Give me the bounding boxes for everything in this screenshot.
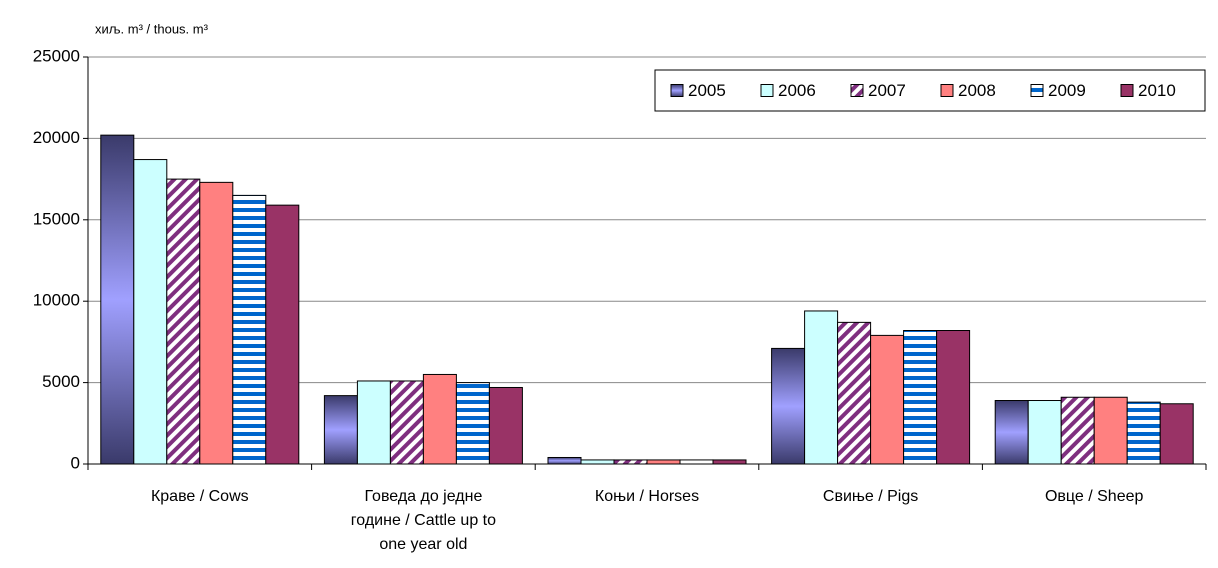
bar: [1027, 400, 1062, 465]
bar: [837, 321, 872, 465]
bar: [712, 459, 747, 465]
bar: [488, 386, 523, 465]
legend-swatch: [1120, 84, 1134, 97]
bar: [870, 334, 905, 465]
legend: [654, 69, 1206, 112]
bar: [613, 459, 648, 465]
bar: [936, 330, 971, 465]
bar: [580, 459, 615, 465]
bar: [646, 459, 681, 465]
bar: [166, 178, 201, 465]
y-tick-label: 5000: [42, 372, 80, 391]
bar: [1159, 403, 1194, 465]
legend-swatch: [940, 84, 954, 97]
bar: [804, 310, 839, 465]
bar: [1060, 396, 1095, 465]
y-axis-label: хиљ. m³ / thous. m³: [95, 21, 209, 36]
bar: [199, 181, 234, 465]
legend-label: 2005: [688, 81, 726, 100]
bar: [323, 395, 358, 465]
y-tick-label: 0: [71, 453, 80, 472]
x-tick-label: Коњи / Horses: [595, 488, 699, 505]
bar: [547, 456, 582, 465]
y-tick-label: 10000: [33, 291, 80, 310]
bar: [455, 382, 490, 465]
bar: [133, 159, 168, 465]
x-tick-label: Краве / Cows: [151, 488, 249, 505]
legend-swatch: [760, 84, 774, 97]
bar: [389, 380, 424, 465]
bar: [679, 459, 714, 465]
bar: [232, 194, 267, 465]
legend-label: 2006: [778, 81, 816, 100]
bar: [1126, 401, 1161, 465]
bar: [356, 380, 391, 465]
legend-label: 2009: [1048, 81, 1086, 100]
bar: [903, 330, 938, 465]
bar: [422, 373, 457, 465]
bar: [1093, 396, 1128, 465]
y-tick-label: 15000: [33, 209, 80, 228]
legend-swatch: [850, 84, 864, 97]
x-tick-label: Овце / Sheep: [1045, 488, 1144, 505]
bar: [265, 204, 300, 465]
y-tick-label: 25000: [33, 46, 80, 65]
x-tick-label: Говеда до једне године / Cattle up to one …: [351, 488, 496, 553]
bar: [100, 134, 135, 465]
legend-label: 2008: [958, 81, 996, 100]
legend-swatch: [1030, 84, 1044, 97]
legend-label: 2007: [868, 81, 906, 100]
bar: [994, 400, 1029, 465]
legend-label: 2010: [1138, 81, 1176, 100]
bar: [771, 347, 806, 465]
legend-swatch: [670, 84, 684, 97]
x-tick-label: Свиње / Pigs: [823, 488, 918, 505]
y-tick-label: 20000: [33, 128, 80, 147]
